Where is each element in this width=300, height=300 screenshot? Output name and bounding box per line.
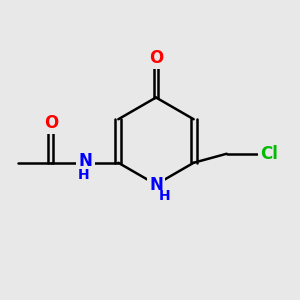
Text: O: O <box>44 114 58 132</box>
Text: O: O <box>149 49 163 67</box>
Text: H: H <box>78 168 90 182</box>
Text: Cl: Cl <box>260 145 278 163</box>
Text: H: H <box>159 189 171 203</box>
Text: N: N <box>149 176 163 194</box>
Text: N: N <box>78 152 92 170</box>
